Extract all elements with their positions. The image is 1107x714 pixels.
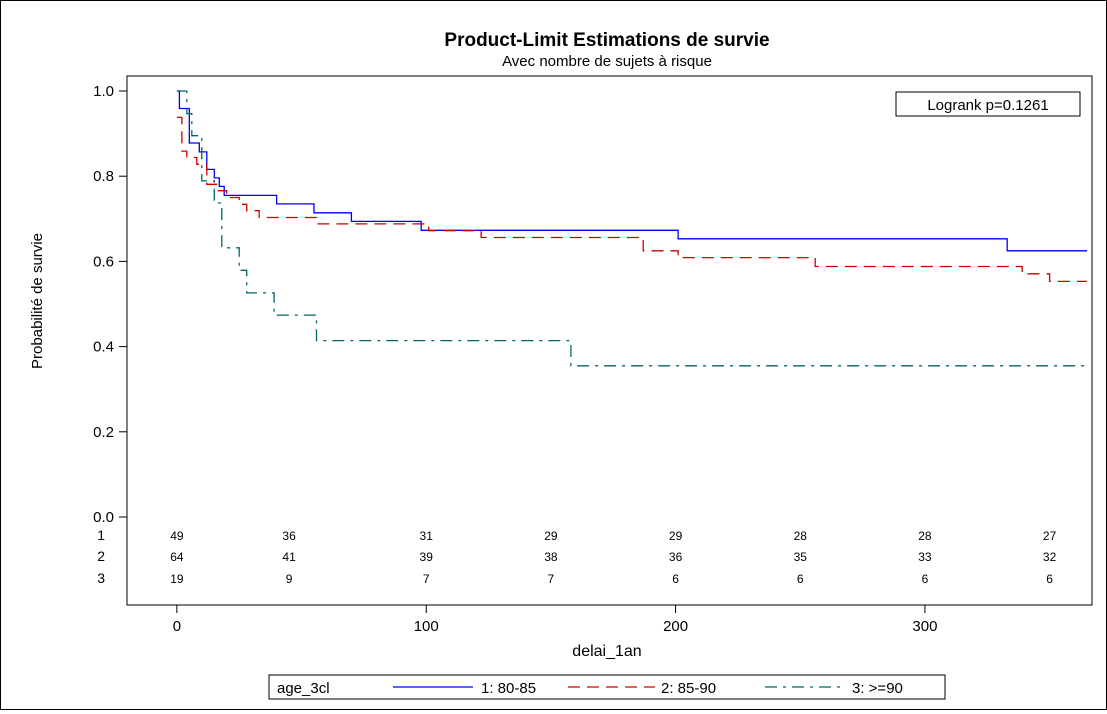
y-axis: 0.0 0.2 0.4 0.6 0.8 1.0 [93, 83, 127, 526]
at-risk-count: 28 [918, 529, 932, 543]
at-risk-count: 7 [548, 572, 555, 586]
x-axis-label: delai_1an [572, 643, 641, 660]
logrank-annotation: Logrank p=0.1261 [895, 91, 1081, 117]
logrank-box [895, 91, 1081, 117]
legend-title: age_3cl [277, 680, 330, 697]
at-risk-count: 31 [420, 529, 434, 543]
at-risk-count: 9 [286, 572, 293, 586]
at-risk-count: 29 [544, 529, 558, 543]
at-risk-count: 39 [420, 550, 434, 564]
at-risk-count: 6 [922, 572, 929, 586]
y-tick-label: 0.4 [93, 339, 114, 356]
at-risk-count: 36 [282, 529, 296, 543]
y-tick-label: 0.0 [93, 509, 114, 526]
at-risk-count: 6 [797, 572, 804, 586]
at-risk-count: 32 [1043, 550, 1057, 564]
at-risk-count: 33 [918, 550, 932, 564]
at-risk-row-label: 1 [97, 527, 105, 543]
chart-subtitle: Avec nombre de sujets à risque [502, 53, 712, 70]
survival-curves [176, 90, 1087, 367]
legend-label-1: 1: 80-85 [481, 680, 536, 697]
survival-curve-3 [176, 90, 1087, 367]
x-axis: 0 100 200 300 [173, 605, 937, 635]
at-risk-count: 27 [1043, 529, 1057, 543]
at-risk-count: 35 [794, 550, 808, 564]
at-risk-count: 64 [170, 550, 184, 564]
y-tick-label: 0.2 [93, 424, 114, 441]
at-risk-row-label: 2 [97, 548, 105, 564]
at-risk-count: 19 [170, 572, 184, 586]
chart-title: Product-Limit Estimations de survie [444, 30, 769, 51]
at-risk-count: 29 [669, 529, 683, 543]
at-risk-count: 36 [669, 550, 683, 564]
at-risk-table: 1 49 36 31 29 29 28 28 27 2 64 41 39 38 36 35 33 32 3 19 9 7 7… [97, 527, 1056, 586]
legend-label-3: 3: >=90 [852, 680, 903, 697]
y-tick-label: 1.0 [93, 83, 114, 100]
y-tick-label: 0.8 [93, 168, 114, 185]
at-risk-count: 7 [423, 572, 430, 586]
x-tick-label: 100 [414, 618, 439, 635]
x-tick-label: 300 [912, 618, 937, 635]
y-axis-label: Probabilité de survie [29, 233, 46, 369]
at-risk-count: 28 [794, 529, 808, 543]
at-risk-count: 6 [672, 572, 679, 586]
at-risk-count: 38 [544, 550, 558, 564]
at-risk-count: 49 [170, 529, 184, 543]
at-risk-count: 41 [282, 550, 296, 564]
legend-label-2: 2: 85-90 [661, 680, 716, 697]
survival-curve-1 [176, 90, 1087, 252]
at-risk-count: 6 [1046, 572, 1053, 586]
x-tick-label: 0 [173, 618, 181, 635]
logrank-text: Logrank p=0.1261 [927, 97, 1048, 114]
at-risk-row-label: 3 [97, 570, 105, 586]
legend: age_3cl 1: 80-85 2: 85-90 3: >=90 [268, 674, 946, 700]
survival-curve-2 [176, 116, 1087, 283]
y-tick-label: 0.6 [93, 253, 114, 270]
x-tick-label: 200 [663, 618, 688, 635]
plot-area [126, 75, 1093, 606]
